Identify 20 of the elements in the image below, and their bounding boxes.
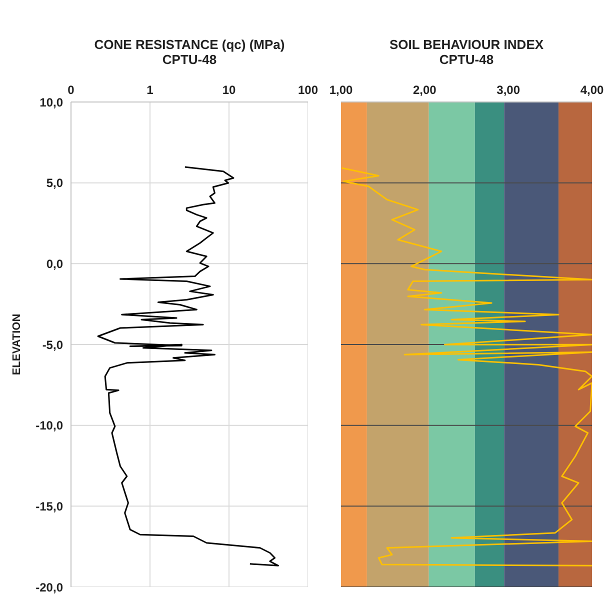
chart-subtitle: CPTU-48 xyxy=(161,52,218,67)
y-tick-label: 10,0 xyxy=(40,95,64,110)
x-tick-label: 0 xyxy=(68,83,75,97)
y-axis-title: ELEVATION xyxy=(10,314,23,376)
chart-subtitle: CPTU-48 xyxy=(438,52,495,67)
y-tick-label: -20,0 xyxy=(36,580,64,594)
y-tick-label: -5,0 xyxy=(42,338,64,352)
y-tick-label: 5,0 xyxy=(46,176,64,190)
x-tick-label: 1,00 xyxy=(329,83,353,97)
x-tick-label: 100 xyxy=(298,83,318,97)
y-tick-label: 0,0 xyxy=(46,256,64,271)
chart-title: CONE RESISTANCE (qc) (MPa) xyxy=(93,37,286,52)
y-tick-label: -15,0 xyxy=(36,499,64,514)
chart-title: SOIL BEHAVIOUR INDEX xyxy=(388,37,545,52)
y-tick-label: -10,0 xyxy=(36,418,64,433)
x-tick-label: 1 xyxy=(146,83,154,97)
x-tick-label: 2,00 xyxy=(412,83,437,97)
x-tick-label: 4,00 xyxy=(580,83,604,97)
x-tick-label: 10 xyxy=(222,83,236,97)
x-tick-label: 3,00 xyxy=(496,83,520,97)
